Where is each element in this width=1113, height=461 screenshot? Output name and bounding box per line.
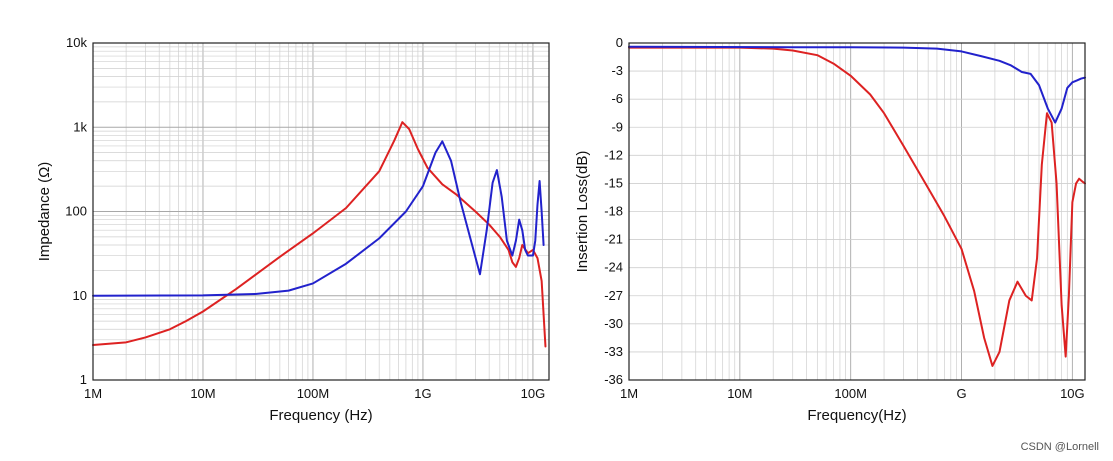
y-tick-label: -3 <box>611 63 623 78</box>
y-tick-label: 10k <box>66 35 87 50</box>
x-tick-label: 100M <box>297 386 330 401</box>
x-tick-label: 10M <box>190 386 215 401</box>
y-tick-label: -12 <box>604 147 623 162</box>
x-axis-label: Frequency (Hz) <box>269 407 372 424</box>
y-tick-label: -36 <box>604 372 623 387</box>
plot-frame <box>92 42 550 381</box>
plot-frame <box>628 42 1086 381</box>
y-tick-label: -30 <box>604 316 623 331</box>
grid <box>92 42 549 381</box>
x-tick-label: 10M <box>727 386 752 401</box>
x-tick-label: 10G <box>521 386 546 401</box>
x-axis-label: Frequency(Hz) <box>807 407 906 424</box>
y-axis-label: Insertion Loss(dB) <box>574 151 591 273</box>
grid <box>628 42 1085 381</box>
series-line-blue <box>92 140 545 297</box>
x-tick-label: 10G <box>1060 386 1085 401</box>
series-line-red <box>628 46 1086 367</box>
y-tick-label: 10 <box>73 288 87 303</box>
y-tick-label: -27 <box>604 288 623 303</box>
series-line-red <box>92 121 547 348</box>
y-tick-label: -6 <box>611 91 623 106</box>
series-line-blue <box>628 45 1086 124</box>
y-tick-label: -24 <box>604 260 623 275</box>
y-tick-label: -33 <box>604 344 623 359</box>
impedance-chart: 1M 10M 100M 1G 10G 1 10 100 1k 10k Frequency (Hz) I… <box>36 35 550 424</box>
y-tick-label: -9 <box>611 119 623 134</box>
y-tick-label: -15 <box>604 175 623 190</box>
y-tick-label: 1 <box>80 372 87 387</box>
x-tick-label: 1G <box>414 386 431 401</box>
y-tick-label: 1k <box>73 119 87 134</box>
x-tick-label: G <box>956 386 966 401</box>
y-tick-label: -18 <box>604 204 623 219</box>
y-axis-label: Impedance (Ω) <box>36 162 53 262</box>
y-tick-label: 0 <box>616 35 623 50</box>
watermark-text: CSDN @Lornell <box>1020 441 1099 453</box>
y-tick-label: -21 <box>604 232 623 247</box>
y-tick-label: 100 <box>65 204 87 219</box>
insertion-loss-chart: 1M 10M 100M G 10G 0 -3 -6 -9 -12 -15 -18 -21 -24 -27 -3… <box>574 35 1086 424</box>
x-tick-label: 1M <box>620 386 638 401</box>
x-tick-label: 100M <box>834 386 867 401</box>
x-tick-label: 1M <box>84 386 102 401</box>
